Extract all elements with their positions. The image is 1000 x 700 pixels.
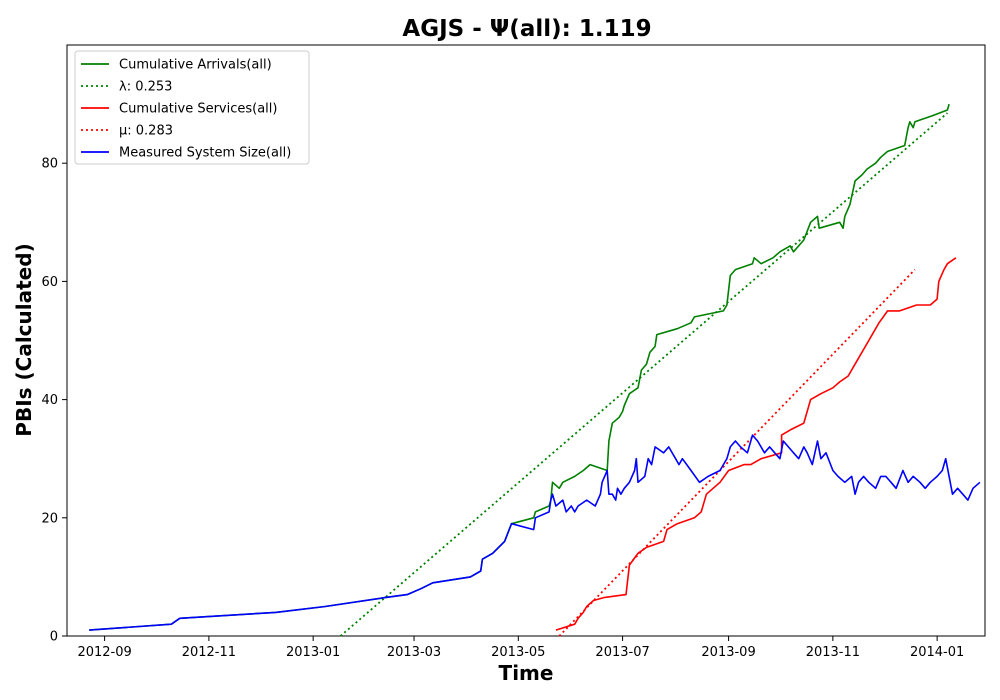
series-layer: [89, 103, 981, 637]
x-tick-label: 2013-05: [491, 645, 545, 660]
legend-label-3: μ: 0.283: [119, 124, 173, 139]
x-tick-label: 2013-01: [286, 645, 340, 660]
legend-label-0: Cumulative Arrivals(all): [119, 58, 272, 73]
legend: Cumulative Arrivals(all) λ: 0.253 Cumulati…: [74, 50, 310, 165]
series-line-2: [555, 257, 957, 631]
y-tick-label: 40: [41, 393, 58, 408]
y-tick-label: 80: [41, 157, 58, 172]
y-axis-title: PBIs (Calculated): [12, 243, 36, 436]
y-tick-label: 0: [50, 630, 58, 645]
y-tick-label: 60: [41, 275, 58, 290]
chart-title: AGJS - Ψ(all): 1.119: [402, 16, 651, 42]
y-tick-label: 20: [41, 511, 58, 526]
x-tick-label: 2014-01: [910, 645, 964, 660]
axes-layer: 2012-09 2012-11 2013-01 2013-03 2013-05 2013-…: [41, 157, 964, 660]
legend-box: [74, 50, 310, 165]
legend-label-1: λ: 0.253: [119, 80, 172, 95]
x-tick-label: 2012-11: [182, 645, 236, 660]
x-axis-title: Time: [499, 661, 554, 685]
x-tick-label: 2013-03: [387, 645, 441, 660]
series-line-3: [558, 268, 916, 637]
legend-label-4: Measured System Size(all): [119, 146, 291, 161]
series-line-4: [89, 434, 981, 631]
x-tick-label: 2013-09: [701, 645, 755, 660]
legend-label-2: Cumulative Services(all): [119, 102, 277, 117]
x-tick-label: 2013-07: [595, 645, 649, 660]
series-line-1: [339, 112, 948, 637]
x-tick-label: 2013-11: [806, 645, 860, 660]
x-tick-label: 2012-09: [77, 645, 131, 660]
